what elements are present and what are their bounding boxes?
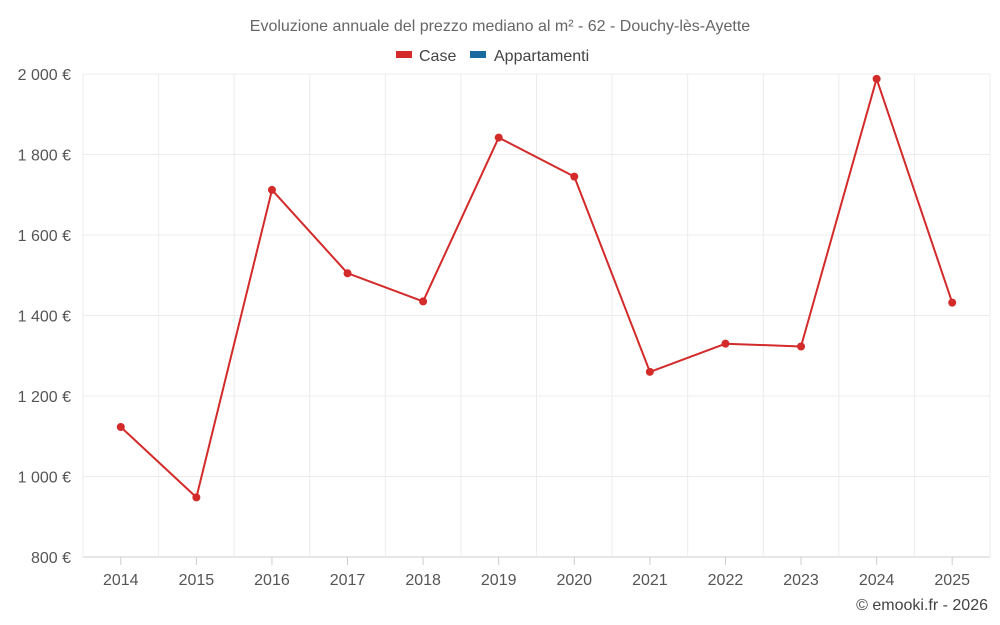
y-tick-label: 1 600 €: [18, 228, 71, 245]
x-axis: 2014 2015 2016 2017 2018 2019 2020 2021 2022 2023…: [103, 557, 970, 589]
series-line-0: [120, 77, 954, 499]
x-tick-label: 2020: [556, 572, 592, 589]
data-point-2014[interactable]: [116, 422, 125, 431]
x-tick-label: 2014: [103, 572, 139, 589]
x-tick-label: 2015: [179, 572, 215, 589]
data-point-2025[interactable]: [948, 298, 957, 307]
x-tick-label: 2021: [632, 572, 668, 589]
legend-swatch-appartamenti: [470, 51, 486, 58]
y-tick-label: 800 €: [31, 550, 71, 567]
y-tick-label: 1 000 €: [18, 470, 71, 487]
legend-item-appartamenti[interactable]: Appartamenti: [470, 48, 589, 65]
legend-item-case[interactable]: Case: [396, 48, 456, 65]
x-tick-label: 2025: [934, 572, 970, 589]
legend-label-appartamenti: Appartamenti: [494, 48, 589, 65]
data-point-2017[interactable]: [343, 269, 352, 278]
series-case: [116, 74, 957, 502]
data-point-2021[interactable]: [645, 367, 654, 376]
credit: © emooki.fr - 2026: [856, 597, 988, 614]
x-tick-label: 2022: [708, 572, 744, 589]
data-point-2024[interactable]: [872, 74, 881, 83]
data-point-2023[interactable]: [797, 342, 806, 351]
gridlines: [82, 73, 991, 558]
y-tick-label: 2 000 €: [18, 67, 71, 84]
data-point-2020[interactable]: [570, 172, 579, 181]
x-tick-label: 2024: [859, 572, 895, 589]
legend-label-case: Case: [419, 48, 456, 65]
x-tick-label: 2016: [254, 572, 290, 589]
data-point-2022[interactable]: [721, 339, 730, 348]
y-tick-label: 1 400 €: [18, 309, 71, 326]
x-tick-label: 2023: [783, 572, 819, 589]
data-point-2019[interactable]: [494, 133, 503, 142]
y-axis: 800 € 1 000 € 1 200 € 1 400 € 1 600 € 1 800 €…: [18, 67, 71, 567]
chart-title: Evoluzione annuale del prezzo mediano al…: [250, 18, 751, 35]
x-tick-label: 2017: [330, 572, 366, 589]
data-point-2018[interactable]: [419, 297, 428, 306]
x-tick-label: 2018: [405, 572, 441, 589]
data-point-2015[interactable]: [192, 493, 201, 502]
legend-swatch-case: [396, 51, 412, 58]
y-tick-label: 1 800 €: [18, 148, 71, 165]
x-tick-label: 2019: [481, 572, 517, 589]
data-point-2016[interactable]: [267, 185, 276, 194]
legend: Case Appartamenti: [396, 48, 589, 65]
y-tick-label: 1 200 €: [18, 389, 71, 406]
